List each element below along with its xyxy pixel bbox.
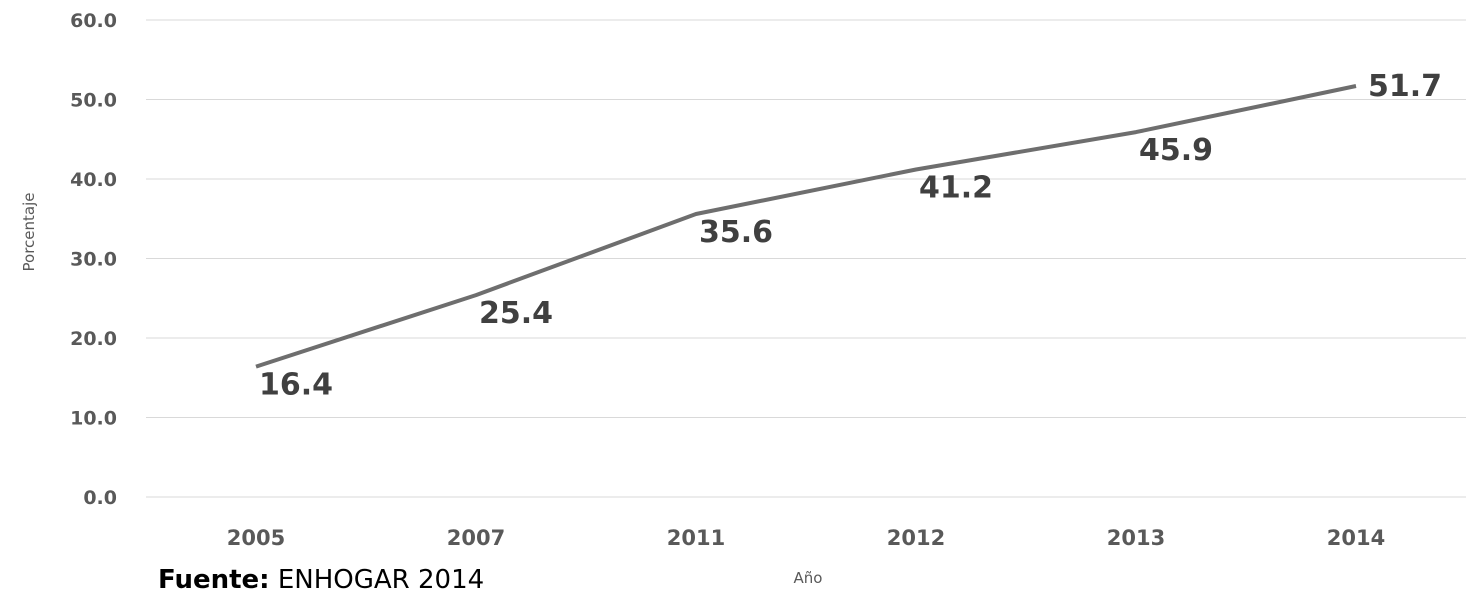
data-label: 51.7 (1368, 69, 1442, 104)
data-labels: 16.4 25.4 35.6 41.2 45.9 51.7 (259, 69, 1442, 403)
source-text: ENHOGAR 2014 (277, 565, 485, 595)
y-tick-label: 0.0 (83, 487, 117, 509)
x-tick-label: 2013 (1107, 526, 1165, 550)
y-axis-title: Porcentaje (20, 193, 38, 272)
y-axis-ticks: 0.0 10.0 20.0 30.0 40.0 50.0 60.0 (70, 10, 117, 509)
x-tick-label: 2014 (1327, 526, 1385, 550)
gridlines (146, 19, 1466, 498)
data-label: 16.4 (259, 368, 333, 403)
x-axis-ticks: 2005 2007 2011 2012 2013 2014 (227, 526, 1385, 550)
y-tick-label: 50.0 (70, 90, 117, 112)
y-tick-label: 10.0 (70, 408, 117, 430)
x-tick-label: 2012 (887, 526, 945, 550)
x-tick-label: 2005 (227, 526, 285, 550)
data-label: 41.2 (919, 170, 993, 205)
x-axis-title: Año (794, 569, 823, 587)
data-label: 45.9 (1139, 133, 1213, 168)
y-tick-label: 30.0 (70, 249, 117, 271)
source-note: Fuente: ENHOGAR 2014 (158, 565, 484, 595)
x-tick-label: 2007 (447, 526, 505, 550)
data-label: 25.4 (479, 296, 553, 331)
y-tick-label: 60.0 (70, 10, 117, 32)
source-label: Fuente: (158, 565, 270, 595)
y-tick-label: 40.0 (70, 169, 117, 191)
data-label: 35.6 (699, 215, 773, 250)
series-line (255, 84, 1357, 369)
x-tick-label: 2011 (667, 526, 725, 550)
y-tick-label: 20.0 (70, 328, 117, 350)
